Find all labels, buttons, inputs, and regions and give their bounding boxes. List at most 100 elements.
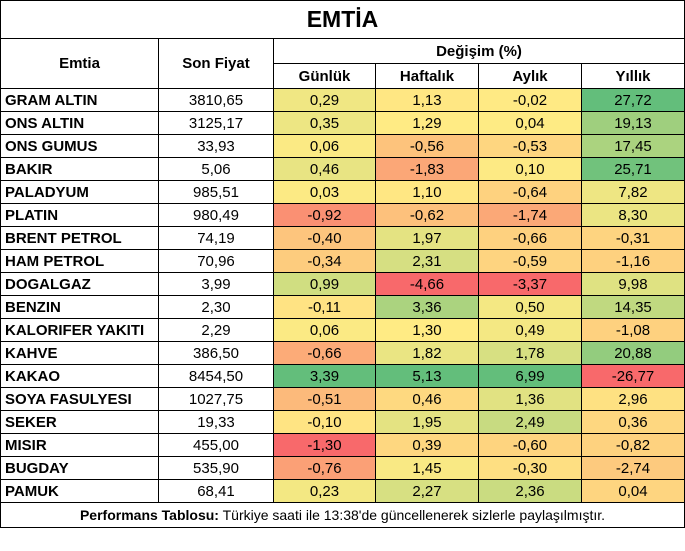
commodity-name: ONS ALTIN [0,111,159,135]
table-footer: Performans Tablosu: Türkiye saati ile 13… [0,502,685,528]
last-price-cell: 5,06 [158,157,274,181]
table-row: PALADYUM 985,51 0,03 1,10 -0,64 7,82 [0,180,685,204]
table-row: BAKIR 5,06 0,46 -1,83 0,10 25,71 [0,157,685,181]
weekly-change-cell: 2,31 [375,249,479,273]
weekly-change-cell: -4,66 [375,272,479,296]
last-price-cell: 980,49 [158,203,274,227]
header-change: Değişim (%) [273,38,685,64]
daily-change-cell: -0,11 [273,295,376,319]
commodity-name: ONS GUMUS [0,134,159,158]
weekly-change-cell: -1,83 [375,157,479,181]
daily-change-cell: 0,06 [273,318,376,342]
yearly-change-cell: -0,82 [581,433,685,457]
commodity-name: KAKAO [0,364,159,388]
weekly-change-cell: 0,46 [375,387,479,411]
commodity-name: BAKIR [0,157,159,181]
daily-change-cell: 0,23 [273,479,376,503]
monthly-change-cell: -3,37 [478,272,582,296]
weekly-change-cell: 1,97 [375,226,479,250]
table-row: PLATIN 980,49 -0,92 -0,62 -1,74 8,30 [0,203,685,227]
table-row: BENZIN 2,30 -0,11 3,36 0,50 14,35 [0,295,685,319]
table-row: KALORIFER YAKITI 2,29 0,06 1,30 0,49 -1,08 [0,318,685,342]
yearly-change-cell: -2,74 [581,456,685,480]
daily-change-cell: 0,35 [273,111,376,135]
footer-label: Performans Tablosu: [79,507,219,523]
table-row: GRAM ALTIN 3810,65 0,29 1,13 -0,02 27,72 [0,88,685,112]
last-price-cell: 535,90 [158,456,274,480]
commodity-name: PLATIN [0,203,159,227]
monthly-change-cell: 6,99 [478,364,582,388]
monthly-change-cell: -0,64 [478,180,582,204]
weekly-change-cell: -0,62 [375,203,479,227]
last-price-cell: 455,00 [158,433,274,457]
daily-change-cell: -1,30 [273,433,376,457]
weekly-change-cell: 1,30 [375,318,479,342]
header-monthly: Aylık [478,63,582,89]
yearly-change-cell: 19,13 [581,111,685,135]
commodity-name: PALADYUM [0,180,159,204]
commodity-name: SEKER [0,410,159,434]
daily-change-cell: -0,34 [273,249,376,273]
weekly-change-cell: 1,95 [375,410,479,434]
yearly-change-cell: 9,98 [581,272,685,296]
table-row: KAHVE 386,50 -0,66 1,82 1,78 20,88 [0,341,685,365]
last-price-cell: 19,33 [158,410,274,434]
daily-change-cell: 0,29 [273,88,376,112]
commodity-name: HAM PETROL [0,249,159,273]
commodity-name: GRAM ALTIN [0,88,159,112]
footer-text: Türkiye saati ile 13:38'de güncellenerek… [218,507,606,523]
weekly-change-cell: 1,45 [375,456,479,480]
monthly-change-cell: 2,36 [478,479,582,503]
monthly-change-cell: 1,78 [478,341,582,365]
yearly-change-cell: 0,36 [581,410,685,434]
header-yearly: Yıllık [581,63,685,89]
last-price-cell: 3,99 [158,272,274,296]
last-price-cell: 2,30 [158,295,274,319]
monthly-change-cell: 0,04 [478,111,582,135]
table-row: ONS GUMUS 33,93 0,06 -0,56 -0,53 17,45 [0,134,685,158]
table-row: SOYA FASULYESI 1027,75 -0,51 0,46 1,36 2,96 [0,387,685,411]
daily-change-cell: -0,51 [273,387,376,411]
daily-change-cell: -0,76 [273,456,376,480]
last-price-cell: 3810,65 [158,88,274,112]
weekly-change-cell: 1,13 [375,88,479,112]
yearly-change-cell: -1,08 [581,318,685,342]
last-price-cell: 68,41 [158,479,274,503]
table-row: BUGDAY 535,90 -0,76 1,45 -0,30 -2,74 [0,456,685,480]
yearly-change-cell: 17,45 [581,134,685,158]
commodity-name: BRENT PETROL [0,226,159,250]
monthly-change-cell: -0,30 [478,456,582,480]
weekly-change-cell: 5,13 [375,364,479,388]
commodity-name: KALORIFER YAKITI [0,318,159,342]
daily-change-cell: 0,46 [273,157,376,181]
commodity-name: PAMUK [0,479,159,503]
header-weekly: Haftalık [375,63,479,89]
monthly-change-cell: -0,53 [478,134,582,158]
yearly-change-cell: 8,30 [581,203,685,227]
weekly-change-cell: 1,29 [375,111,479,135]
commodity-name: MISIR [0,433,159,457]
commodity-table: EMTİA Emtia Son Fiyat Değişim (%) Günlük… [0,0,685,528]
table-title: EMTİA [0,0,685,39]
yearly-change-cell: 2,96 [581,387,685,411]
daily-change-cell: 0,06 [273,134,376,158]
monthly-change-cell: -0,66 [478,226,582,250]
daily-change-cell: 0,99 [273,272,376,296]
weekly-change-cell: 1,82 [375,341,479,365]
last-price-cell: 74,19 [158,226,274,250]
daily-change-cell: -0,10 [273,410,376,434]
table-row: HAM PETROL 70,96 -0,34 2,31 -0,59 -1,16 [0,249,685,273]
table-row: BRENT PETROL 74,19 -0,40 1,97 -0,66 -0,31 [0,226,685,250]
header-last-price: Son Fiyat [158,38,274,89]
monthly-change-cell: -0,60 [478,433,582,457]
commodity-name: DOGALGAZ [0,272,159,296]
monthly-change-cell: 1,36 [478,387,582,411]
daily-change-cell: -0,40 [273,226,376,250]
daily-change-cell: 0,03 [273,180,376,204]
table-row: PAMUK 68,41 0,23 2,27 2,36 0,04 [0,479,685,503]
last-price-cell: 8454,50 [158,364,274,388]
commodity-name: SOYA FASULYESI [0,387,159,411]
monthly-change-cell: -0,59 [478,249,582,273]
commodity-name: BENZIN [0,295,159,319]
table-row: SEKER 19,33 -0,10 1,95 2,49 0,36 [0,410,685,434]
